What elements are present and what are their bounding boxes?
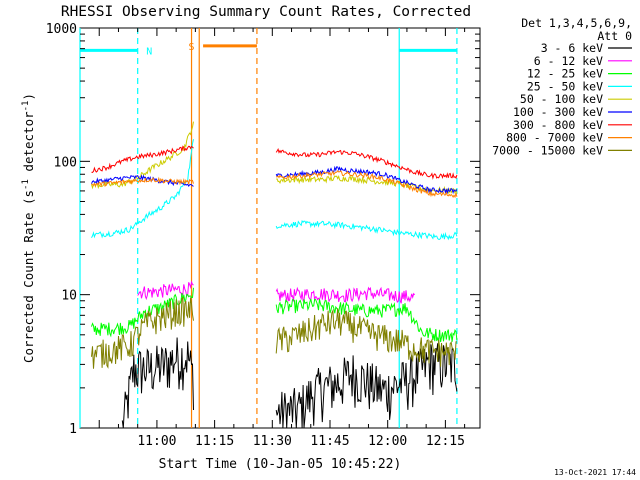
- y-axis-label-sup2: -1: [21, 101, 31, 112]
- y-tick-label-2: 100: [54, 155, 77, 170]
- x-tick-label-1: 11:15: [195, 434, 234, 449]
- axes: 11:00 11:15 11:30 11:45 12:00 12:15 1 10 100 1000: [46, 22, 480, 449]
- legend-header-line-1: Det 1,3,4,5,6,9,: [521, 16, 632, 30]
- legend-label-4: 50 - 100 keV: [520, 92, 603, 106]
- x-tick-label-2: 11:30: [253, 434, 292, 449]
- y-axis-label: Corrected Count Rate (s-1 detector-1): [21, 93, 36, 363]
- chart-title: RHESSI Observing Summary Count Rates, Co…: [61, 4, 471, 20]
- series-line-6: [91, 145, 458, 180]
- y-tick-label-1: 10: [61, 289, 77, 304]
- legend-label-1: 6 - 12 keV: [534, 54, 603, 68]
- y-axis-label-sup1: -1: [21, 179, 31, 190]
- series-line-0: [121, 337, 458, 429]
- series-group: [91, 121, 458, 429]
- flag-label-s: S: [189, 42, 195, 53]
- series-line-3: [91, 139, 458, 241]
- x-tick-label-5: 12:15: [426, 434, 465, 449]
- x-tick-label-0: 11:00: [137, 434, 176, 449]
- legend-label-3: 25 - 50 keV: [527, 79, 603, 93]
- legend-label-5: 100 - 300 keV: [513, 105, 603, 119]
- series-line-7: [91, 169, 458, 199]
- legend-label-6: 300 - 800 keV: [513, 118, 603, 132]
- y-tick-label-0: 1: [69, 422, 77, 437]
- x-tick-label-4: 12:00: [368, 434, 407, 449]
- plot-frame: [79, 27, 481, 429]
- legend-label-0: 3 - 6 keV: [541, 41, 603, 55]
- legend-label-2: 12 - 25 keV: [527, 67, 603, 81]
- series-line-1: [137, 280, 415, 304]
- x-tick-label-3: 11:45: [310, 434, 349, 449]
- legend-label-7: 800 - 7000 keV: [506, 131, 603, 145]
- series-line-8: [91, 296, 457, 369]
- flag-label-n: N: [146, 46, 152, 57]
- y-axis-label-mid: detector: [21, 111, 36, 179]
- legend-label-8: 7000 - 15000 keV: [492, 143, 603, 157]
- footer-date: 13-Oct-2021 17:44: [554, 468, 636, 477]
- y-axis-label-main: Corrected Count Rate (s: [21, 190, 36, 363]
- x-axis-label: Start Time (10-Jan-05 10:45:22): [159, 457, 402, 472]
- legend-header-line-2: Att 0: [597, 29, 632, 43]
- y-axis-label-end: ): [21, 93, 36, 101]
- vertical-markers: [79, 28, 458, 428]
- y-tick-label-3: 1000: [46, 22, 77, 37]
- series-line-2: [91, 287, 458, 343]
